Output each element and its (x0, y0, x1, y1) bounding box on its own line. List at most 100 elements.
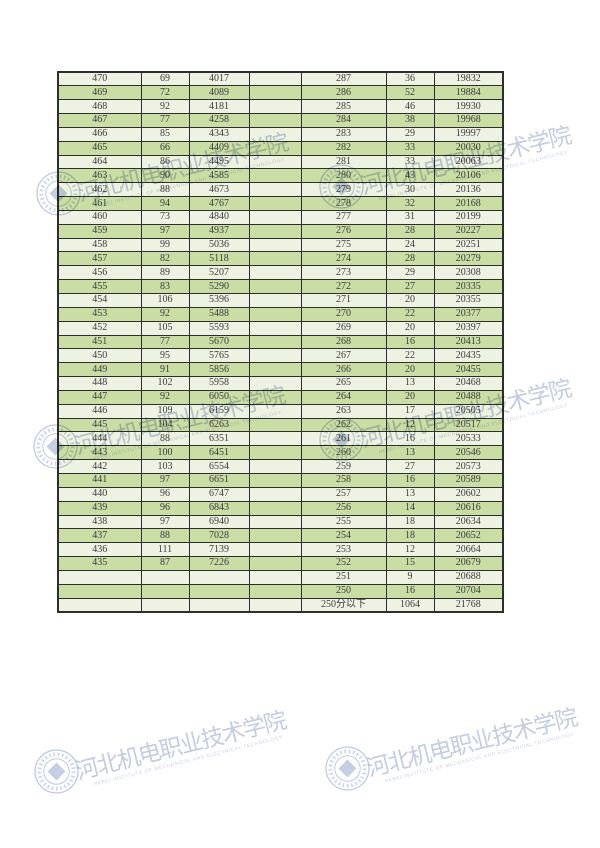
table-cell: 21768 (433, 597, 504, 613)
table-cell: 274 (300, 251, 387, 267)
table-cell: 5207 (188, 265, 250, 281)
table-cell: 13 (385, 445, 435, 461)
table-cell: 28 (385, 223, 435, 239)
table-cell: 89 (140, 265, 190, 281)
table-cell: 250分以下 (300, 597, 387, 613)
table-cell (248, 320, 302, 336)
table-cell: 446 (57, 403, 142, 419)
table-cell (248, 528, 302, 544)
table-cell: 20377 (433, 306, 504, 322)
table-cell (248, 376, 302, 391)
table-cell: 447 (57, 389, 142, 405)
table-cell: 269 (300, 320, 387, 336)
table-cell: 20 (385, 320, 435, 336)
table-cell (248, 279, 302, 294)
table-row: 448 102 5958 265 13 20468 (57, 376, 504, 391)
table-row: 450 95 5765 267 22 20435 (57, 348, 504, 364)
table-cell: 20 (385, 362, 435, 378)
table-cell: 20136 (433, 182, 504, 198)
table-cell: 263 (300, 403, 387, 419)
table-cell: 20397 (433, 320, 504, 336)
table-cell: 7226 (188, 556, 250, 571)
table-cell: 279 (300, 182, 387, 198)
table-cell: 22 (385, 348, 435, 364)
table-cell (248, 251, 302, 267)
table-cell: 104 (140, 417, 190, 433)
table-cell: 109 (140, 403, 190, 419)
table-cell: 4673 (188, 182, 250, 198)
table-cell: 456 (57, 265, 142, 281)
table-cell (140, 583, 190, 599)
table-cell (57, 597, 142, 613)
table-cell: 30 (385, 182, 435, 198)
table-cell: 435 (57, 556, 142, 571)
table-row: 454 106 5396 271 20 20355 (57, 293, 504, 308)
table-cell: 20664 (433, 542, 504, 558)
table-row: 465 66 4409 282 33 20030 (57, 140, 504, 156)
table-cell: 20616 (433, 500, 504, 516)
table-cell: 445 (57, 417, 142, 433)
table-cell: 6940 (188, 514, 250, 530)
table-row: 447 92 6050 264 20 20488 (57, 389, 504, 405)
table-cell: 20488 (433, 389, 504, 405)
table-cell: 4258 (188, 113, 250, 128)
table-cell: 20652 (433, 528, 504, 544)
table-cell (248, 140, 302, 156)
table-cell: 6351 (188, 431, 250, 447)
table-cell: 449 (57, 362, 142, 378)
table-row: 251 9 20688 (57, 569, 504, 585)
table-cell: 257 (300, 486, 387, 502)
table-cell: 43 (385, 168, 435, 184)
table-cell: 451 (57, 334, 142, 350)
table-cell: 20106 (433, 168, 504, 184)
table-row: 459 97 4937 276 28 20227 (57, 223, 504, 239)
table-cell: 20533 (433, 431, 504, 447)
table-cell: 85 (140, 126, 190, 142)
table-cell: 20413 (433, 334, 504, 350)
table-cell: 20 (385, 389, 435, 405)
university-seal-icon (34, 749, 79, 794)
table-cell: 31 (385, 209, 435, 225)
table-cell: 283 (300, 126, 387, 142)
table-cell: 282 (300, 140, 387, 156)
table-cell (188, 597, 250, 613)
table-cell: 18 (385, 514, 435, 530)
table-cell: 20679 (433, 556, 504, 571)
table-cell: 27 (385, 459, 435, 474)
table-cell: 97 (140, 514, 190, 530)
table-cell (248, 265, 302, 281)
table-cell (248, 99, 302, 115)
table-cell: 468 (57, 99, 142, 115)
table-cell (248, 154, 302, 170)
table-cell: 1064 (385, 597, 435, 613)
table-cell: 13 (385, 486, 435, 502)
table-row: 442 103 6554 259 27 20573 (57, 459, 504, 474)
table-cell: 455 (57, 279, 142, 294)
table-cell: 448 (57, 376, 142, 391)
table-cell: 287 (300, 71, 387, 87)
table-cell: 461 (57, 196, 142, 211)
table-cell (248, 389, 302, 405)
table-row: 446 109 6159 263 17 20505 (57, 403, 504, 419)
table-cell: 462 (57, 182, 142, 198)
table-cell: 20168 (433, 196, 504, 211)
table-cell (57, 569, 142, 585)
table-cell: 438 (57, 514, 142, 530)
table-cell: 444 (57, 431, 142, 447)
table-cell: 20455 (433, 362, 504, 378)
table-cell: 96 (140, 486, 190, 502)
table-cell: 278 (300, 196, 387, 211)
table-cell (248, 431, 302, 447)
university-seal-icon (325, 746, 370, 791)
table-row: 462 88 4673 279 30 20136 (57, 182, 504, 198)
table-cell: 96 (140, 500, 190, 516)
table-cell: 5856 (188, 362, 250, 378)
table-cell: 4495 (188, 154, 250, 170)
table-cell (248, 445, 302, 461)
table-cell: 66 (140, 140, 190, 156)
table-row: 443 100 6451 260 13 20546 (57, 445, 504, 461)
table-cell (140, 597, 190, 613)
table-row: 456 89 5207 273 29 20308 (57, 265, 504, 281)
table-row: 444 88 6351 261 16 20533 (57, 431, 504, 447)
table-cell: 4343 (188, 126, 250, 142)
